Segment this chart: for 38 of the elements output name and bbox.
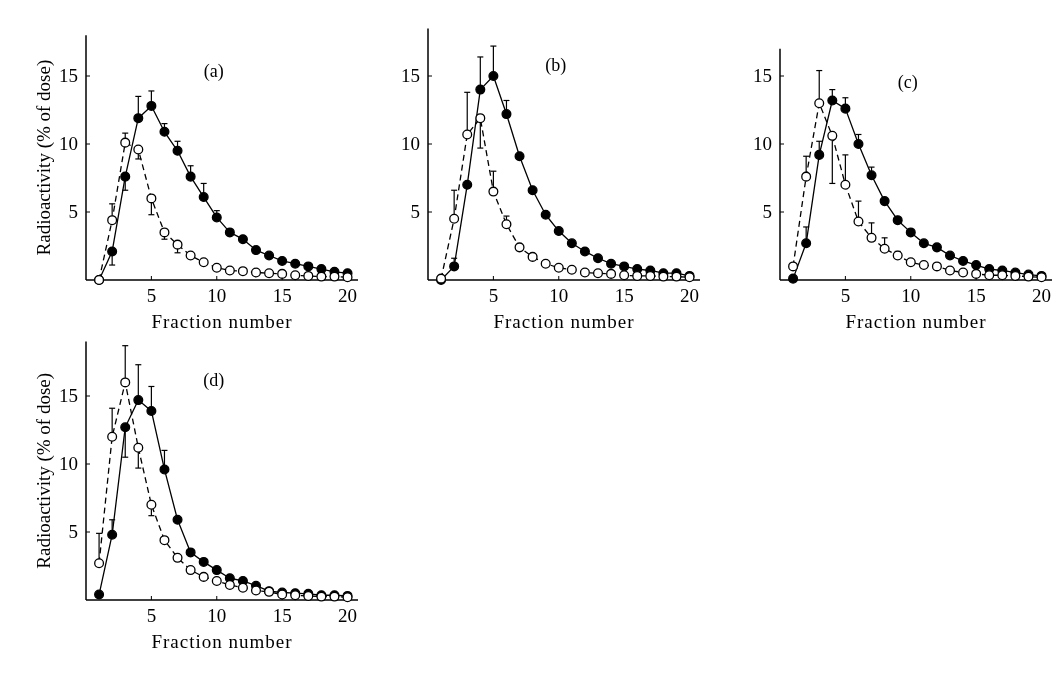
- x-axis-title: Fraction number: [845, 311, 987, 332]
- text: (a): [203, 60, 224, 82]
- x-tick-label: 5: [146, 605, 157, 626]
- x-tick-label: 10: [207, 605, 227, 626]
- x-tick-label: 10: [207, 285, 227, 306]
- y-tick-label: 10: [59, 453, 78, 474]
- y-tick-label: 15: [59, 65, 78, 86]
- x-tick-label: 15: [614, 285, 634, 306]
- x-axis-title: Fraction number: [151, 311, 293, 332]
- text: (c): [897, 72, 918, 94]
- x-tick-label: 10: [901, 285, 921, 306]
- y-tick-label: 5: [410, 201, 420, 222]
- y-tick-label: 10: [59, 133, 78, 154]
- y-axis-title: Radioactivity (% of dose): [33, 372, 55, 569]
- y-axis-title: Radioactivity (% of dose): [33, 59, 55, 256]
- y-tick-label: 15: [401, 65, 420, 86]
- y-tick-label: 15: [753, 65, 772, 86]
- x-tick-label: 20: [680, 285, 700, 306]
- x-tick-label: 15: [272, 285, 292, 306]
- x-tick-label: 15: [272, 605, 292, 626]
- x-tick-label: 20: [1032, 285, 1052, 306]
- x-tick-label: 20: [338, 285, 358, 306]
- y-tick-label: 5: [762, 201, 772, 222]
- y-tick-label: 15: [59, 385, 78, 406]
- text: (b): [545, 55, 567, 77]
- y-tick-label: 5: [68, 521, 78, 542]
- x-axis-title: Fraction number: [493, 311, 635, 332]
- x-tick-label: 5: [488, 285, 499, 306]
- x-tick-label: 5: [146, 285, 157, 306]
- x-tick-label: 5: [840, 285, 851, 306]
- y-tick-label: 10: [753, 133, 772, 154]
- x-axis-title: Fraction number: [151, 631, 293, 652]
- x-tick-label: 15: [966, 285, 986, 306]
- y-tick-label: 10: [401, 133, 420, 154]
- x-tick-label: 10: [549, 285, 569, 306]
- text: (d): [203, 369, 225, 391]
- y-tick-label: 5: [68, 201, 78, 222]
- x-tick-label: 20: [338, 605, 358, 626]
